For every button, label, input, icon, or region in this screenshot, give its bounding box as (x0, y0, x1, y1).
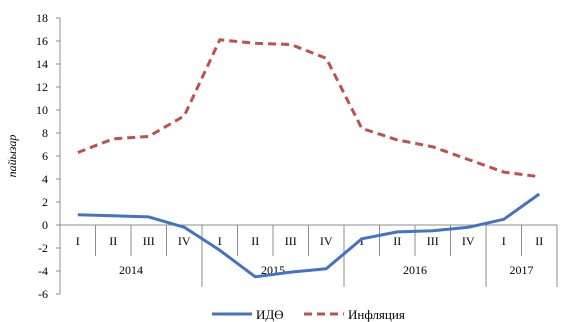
legend-label-2: Инфляция (348, 307, 405, 322)
x-tick-label: I (76, 234, 80, 248)
series-line-1 (77, 192, 541, 279)
year-label: 2017 (510, 263, 534, 277)
x-tick-label: IV (462, 234, 475, 248)
year-label: 2016 (403, 263, 427, 277)
x-tick-label: II (109, 234, 117, 248)
x-tick-label: III (427, 234, 439, 248)
y-tick-label: 14 (36, 57, 48, 71)
x-tick-label: II (393, 234, 401, 248)
x-tick-label: I (502, 234, 506, 248)
y-tick-label: 4 (42, 172, 48, 186)
x-tick-label: IV (178, 234, 191, 248)
legend-label-1: ИДӨ (256, 307, 284, 322)
y-tick-label: -4 (38, 264, 48, 278)
y-tick-label: -6 (38, 287, 48, 301)
x-tick-label: I (360, 234, 364, 248)
y-axis: -6 -4 -2 0 2 4 6 8 10 12 14 16 18 (36, 11, 61, 301)
y-tick-label: 6 (42, 149, 48, 163)
x-tick-label: II (535, 234, 543, 248)
x-tick-label: I (218, 234, 222, 248)
series-line-2 (77, 38, 540, 179)
legend: ИДӨ Инфляция (212, 307, 405, 322)
x-tick-label: III (285, 234, 297, 248)
y-tick-label: 18 (36, 11, 48, 25)
y-tick-label: 0 (42, 218, 48, 232)
x-tick-label: II (251, 234, 259, 248)
x-tick-label: III (143, 234, 155, 248)
y-axis-label: пайызар (5, 135, 19, 178)
series-layer (77, 38, 541, 279)
y-tick-label: 10 (36, 103, 48, 117)
y-tick-label: 2 (42, 195, 48, 209)
x-tick-label: IV (320, 234, 333, 248)
year-label: 2014 (119, 263, 143, 277)
y-tick-label: 8 (42, 126, 48, 140)
y-tick-label: -2 (38, 241, 48, 255)
y-tick-label: 12 (36, 80, 48, 94)
y-tick-label: 16 (36, 34, 48, 48)
